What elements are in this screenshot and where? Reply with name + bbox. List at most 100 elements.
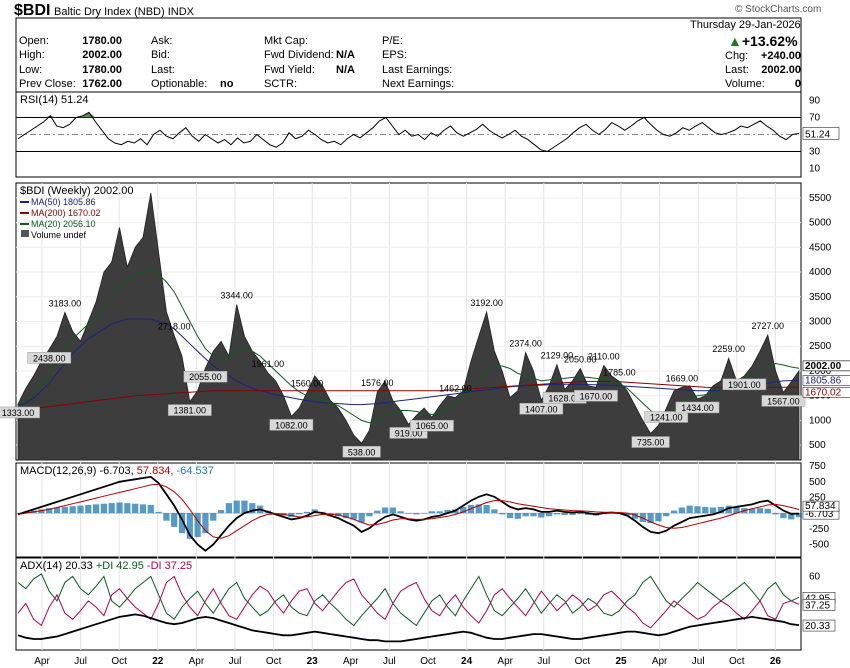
change-percent: ▲+13.62% [728, 33, 798, 49]
price-annotation: 2727.00 [751, 321, 784, 331]
macd-histogram-bar [397, 511, 404, 514]
macd-histogram-bar [764, 508, 771, 514]
x-tick-label: 24 [461, 656, 473, 667]
macd-title: MACD(12,26,9) -6.703, 57.834, -64.537 [20, 465, 214, 477]
pe-label: P/E: [382, 35, 403, 47]
annotation-box [631, 436, 670, 448]
last2-value: 2002.00 [761, 64, 801, 76]
macd-histogram-bar [210, 513, 217, 521]
price-annotation: 1567.00 [767, 396, 800, 406]
x-tick-label: Jul [537, 656, 550, 667]
x-tick-label: Jul [692, 656, 705, 667]
symbol-title: $BDI [14, 2, 51, 19]
macd-right-label: -6.703 [805, 509, 834, 520]
price-annotation: 1670.00 [580, 391, 613, 401]
price-annotation: 2050.00 [564, 354, 597, 364]
macd-histogram-bar [663, 513, 670, 517]
macd-right-label: 57.834 [805, 501, 836, 512]
rsi-last-box [802, 127, 840, 140]
price-tick-label: 5500 [809, 193, 832, 204]
macd-histogram-bar [327, 513, 334, 515]
price-tick-label: 500 [809, 440, 826, 451]
legend-entry: MA(20) 2056.10 [31, 219, 96, 229]
macd-histogram-bar [233, 500, 240, 514]
annotation-box [519, 403, 564, 415]
macd-histogram-bar [428, 511, 436, 514]
rsi-tick-label: 30 [809, 147, 821, 158]
price-annotation: 3192.00 [470, 298, 503, 308]
chg-value: +240.00 [760, 50, 801, 62]
annotation-box [0, 406, 40, 419]
price-right-box [802, 386, 850, 398]
price-annotation: 2374.00 [509, 338, 542, 348]
macd-histogram-bar [389, 507, 396, 514]
macd-histogram-bar [733, 506, 740, 514]
price-annotation: 735.00 [637, 438, 665, 448]
macd-histogram-bar [436, 511, 443, 514]
price-annotation: 1901.00 [728, 380, 761, 390]
price-annotation: 1381.00 [174, 406, 207, 416]
macd-histogram-bar [788, 513, 795, 520]
macd-histogram-bar [77, 505, 84, 514]
macd-histogram-bar [61, 506, 68, 514]
rsi-title: RSI(14) 51.24 [20, 94, 88, 106]
adx-title-part: ADX(14) 20.33 [20, 560, 96, 572]
macd-histogram-bar [171, 513, 178, 527]
macd-histogram-bar [725, 505, 732, 514]
annotation-box [27, 352, 72, 364]
x-tick-label: 22 [152, 656, 164, 667]
macd-histogram-bar [577, 513, 584, 515]
macd-histogram-bar [14, 513, 22, 514]
legend-entry: MA(50) 1805.86 [31, 197, 96, 207]
macd-histogram-bar [38, 509, 45, 514]
price-annotation: 2259.00 [712, 344, 745, 354]
mkt-cap-label: Mkt Cap: [264, 35, 309, 47]
prev-close-value: 1762.00 [82, 78, 122, 90]
x-tick-label: 26 [770, 656, 782, 667]
price-annotation: 3183.00 [49, 298, 82, 308]
annotation-box [574, 390, 618, 402]
optionable-value: no [220, 78, 234, 90]
watermark: © StockCharts.com [735, 4, 822, 15]
annotation-box [269, 419, 314, 431]
adx-right-label: 42.95 [805, 593, 830, 604]
fwd-yield-label: Fwd Yield: [264, 64, 315, 76]
rsi-tick-label: 70 [809, 113, 821, 124]
x-tick-label: Oct [575, 656, 591, 667]
adx-right-box [802, 599, 836, 611]
price-annotation: 1407.00 [525, 404, 558, 414]
annotation-box [410, 419, 454, 432]
macd-histogram-bar [225, 503, 232, 514]
x-tick-label: Apr [189, 656, 205, 667]
up-triangle-icon: ▲ [728, 33, 742, 49]
macd-title-part: 57.834, [137, 465, 177, 477]
macd-histogram-bar [647, 513, 654, 524]
x-tick-label: 25 [615, 656, 627, 667]
x-tick-label: 23 [307, 656, 319, 667]
ask-label: Ask: [151, 35, 173, 47]
macd-histogram-bar [780, 513, 787, 519]
x-tick-label: Oct [420, 656, 436, 667]
macd-histogram-bar [296, 513, 303, 515]
high-label: High: [19, 49, 45, 61]
macd-histogram-bar [639, 513, 646, 522]
adx-right-label: 20.33 [805, 621, 830, 632]
annotation-box [183, 370, 228, 383]
macd-histogram-bar [561, 513, 568, 516]
volume-icon [21, 230, 29, 237]
price-tick-label: 4000 [809, 267, 832, 278]
panel-frame-macd [15, 462, 802, 558]
macd-histogram-bar [92, 504, 100, 514]
fwd-dividend-label: Fwd Dividend: [264, 49, 334, 61]
open-value: 1780.00 [82, 35, 122, 47]
sctr-label: SCTR: [264, 78, 297, 90]
macd-histogram-bar [483, 504, 490, 514]
next-earnings-label: Next Earnings: [382, 78, 455, 90]
adx-right-label: 37.25 [805, 600, 830, 611]
macd-histogram-bar [749, 508, 756, 514]
price-annotation: 3344.00 [220, 290, 253, 300]
volume-value: 0 [794, 78, 801, 90]
macd-histogram-bar [116, 502, 123, 514]
price-right-label: 2002.00 [805, 361, 842, 372]
